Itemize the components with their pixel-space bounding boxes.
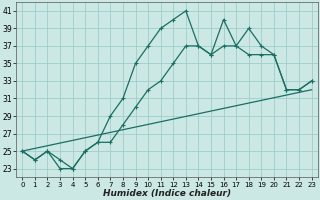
X-axis label: Humidex (Indice chaleur): Humidex (Indice chaleur) [103,189,231,198]
